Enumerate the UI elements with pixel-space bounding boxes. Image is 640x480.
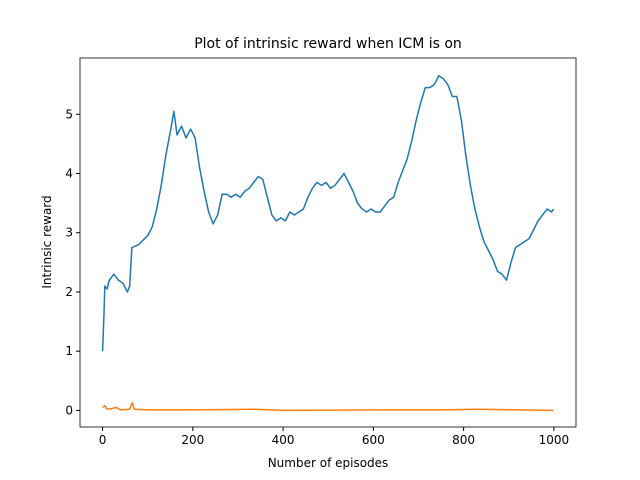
x-tick-label: 600: [362, 433, 385, 447]
y-axis-label: Intrinsic reward: [40, 195, 54, 288]
x-tick-label: 800: [452, 433, 475, 447]
line-series: [101, 75, 555, 352]
x-axis-label: Number of episodes: [268, 456, 389, 470]
x-tick-label: 400: [272, 433, 295, 447]
y-tick-label: 3: [65, 226, 73, 240]
y-tick-label: 0: [65, 403, 73, 417]
y-tick-label: 1: [65, 344, 73, 358]
y-tick-label: 2: [65, 285, 73, 299]
y-tick-label: 5: [65, 107, 73, 121]
plot-frame: [79, 57, 577, 428]
x-tick-label: 200: [181, 433, 204, 447]
line-series: [102, 401, 554, 412]
x-tick-label: 0: [99, 433, 107, 447]
y-tick-label: 4: [65, 166, 73, 180]
chart-title: Plot of intrinsic reward when ICM is on: [194, 36, 462, 52]
x-tick-label: 1000: [539, 433, 570, 447]
